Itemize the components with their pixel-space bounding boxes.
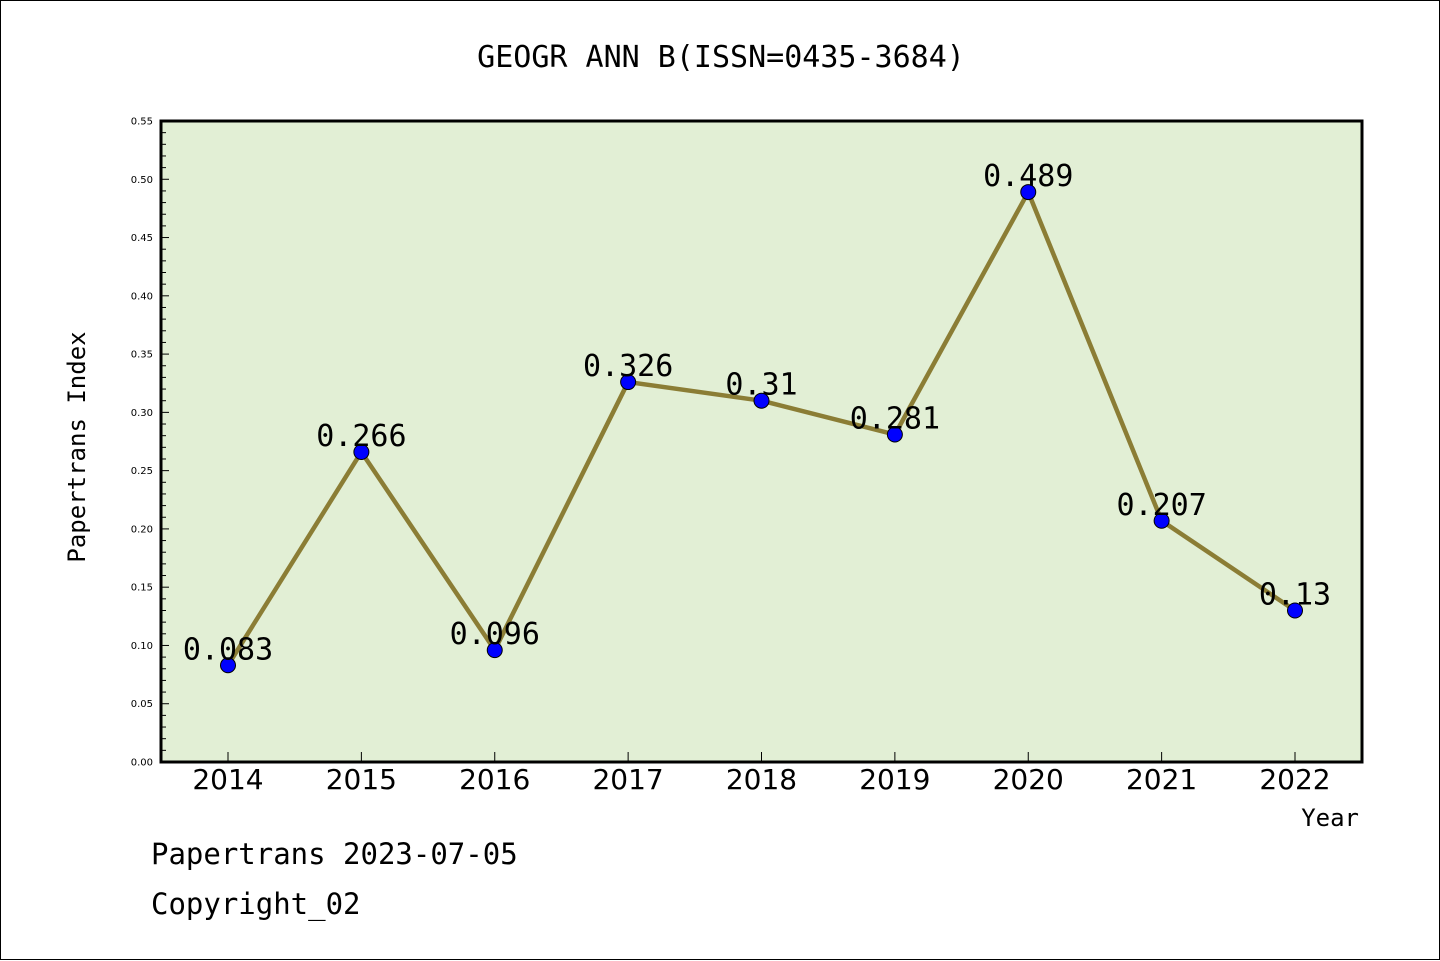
y-tick-label: 0.50 <box>131 175 153 186</box>
data-label: 0.281 <box>850 402 940 437</box>
y-tick-label: 0.40 <box>131 291 153 302</box>
x-tick-label: 2014 <box>192 763 263 796</box>
x-tick-label: 2019 <box>859 763 930 796</box>
data-point <box>1287 602 1303 619</box>
x-tick-label: 2020 <box>993 763 1064 796</box>
y-tick-label: 0.05 <box>131 699 153 710</box>
data-point <box>220 657 236 674</box>
data-label: 0.207 <box>1116 488 1206 523</box>
y-tick-label: 0.15 <box>131 583 153 594</box>
y-tick-label: 0.00 <box>131 758 153 769</box>
data-label: 0.31 <box>725 368 797 403</box>
x-tick-label: 2021 <box>1126 763 1197 796</box>
data-label: 0.13 <box>1259 577 1331 612</box>
data-point <box>1153 512 1170 529</box>
y-axis: 0.00 0.05 0.10 0.15 0.20 0.25 0.30 0.35 0.40 0.45… <box>131 117 169 769</box>
x-tick-label: 2017 <box>592 763 663 796</box>
data-point <box>486 642 503 659</box>
data-point <box>1020 184 1037 201</box>
chart-title: GEOGR ANN B(ISSN=0435-3684) <box>477 40 965 75</box>
y-tick-label: 0.30 <box>131 408 153 419</box>
series-group: 0.083 0.266 0.096 0.326 0.31 0.281 0.489 0.207 0… <box>183 159 1331 674</box>
y-tick-label: 0.25 <box>131 466 153 477</box>
x-tick-label: 2016 <box>459 763 530 796</box>
y-tick-label: 0.35 <box>131 350 153 361</box>
data-point <box>886 426 903 443</box>
x-tick-label: 2022 <box>1259 763 1330 796</box>
footer-date: Papertrans 2023-07-05 <box>151 837 518 871</box>
y-tick-label: 0.20 <box>131 524 153 535</box>
y-tick-label: 0.45 <box>131 233 153 244</box>
data-point <box>620 374 637 391</box>
y-tick-label: 0.10 <box>131 641 153 652</box>
x-axis: 2014 2015 2016 2017 2018 2019 2020 2021 2022 <box>192 752 1331 796</box>
data-point <box>353 443 370 460</box>
data-label: 0.489 <box>983 159 1073 194</box>
plot-area <box>159 119 1364 764</box>
x-tick-label: 2015 <box>326 763 397 796</box>
data-label: 0.266 <box>316 419 406 454</box>
data-label: 0.096 <box>450 617 540 652</box>
x-tick-label: 2018 <box>726 763 797 796</box>
data-label: 0.083 <box>183 632 273 667</box>
footer-copyright: Copyright_02 <box>151 887 361 922</box>
y-axis-label: Papertrans Index <box>63 331 91 562</box>
data-point <box>753 392 770 409</box>
y-tick-label: 0.55 <box>131 117 153 128</box>
x-axis-label: Year <box>1301 804 1359 832</box>
data-label: 0.326 <box>583 349 673 384</box>
